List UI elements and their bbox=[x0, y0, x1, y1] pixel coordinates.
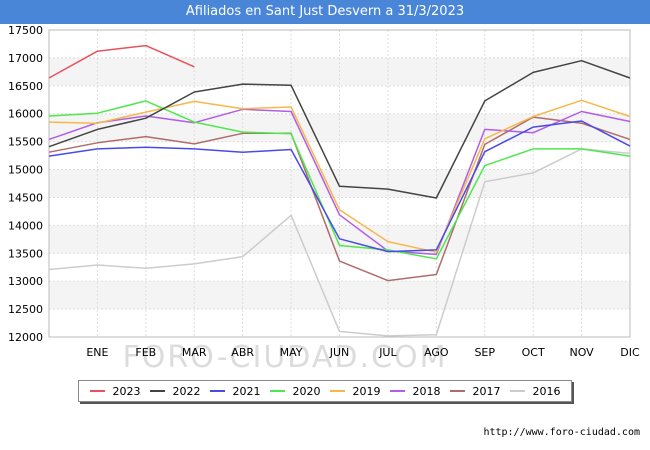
y-tick-label: 16500 bbox=[8, 80, 43, 93]
x-tick-label: ENE bbox=[86, 346, 108, 359]
y-tick-label: 14500 bbox=[8, 191, 43, 204]
x-tick-label: AGO bbox=[424, 346, 449, 359]
legend-swatch bbox=[89, 390, 105, 392]
y-tick-label: 13500 bbox=[8, 247, 43, 260]
x-tick-label: OCT bbox=[522, 346, 545, 359]
x-tick-label: ABR bbox=[231, 346, 254, 359]
legend-item-2021: 2021 bbox=[209, 384, 261, 398]
x-axis-ticks: ENE FEB MAR ABR MAY JUN JUL AGO SEP OCT NOV DIC bbox=[86, 346, 640, 359]
legend-label: 2022 bbox=[172, 384, 201, 398]
x-tick-label: NOV bbox=[569, 346, 594, 359]
legend-swatch bbox=[449, 390, 465, 392]
series-line-2016 bbox=[48, 148, 631, 337]
y-tick-label: 15500 bbox=[8, 136, 43, 149]
legend-swatch bbox=[149, 390, 165, 392]
legend-item-2016: 2016 bbox=[509, 384, 561, 398]
legend-item-2023: 2023 bbox=[89, 384, 141, 398]
legend-label: 2016 bbox=[532, 384, 561, 398]
y-tick-label: 17000 bbox=[8, 52, 43, 65]
chart-title: Afiliados en Sant Just Desvern a 31/3/20… bbox=[0, 0, 650, 24]
legend-label: 2020 bbox=[292, 384, 321, 398]
legend-item-2019: 2019 bbox=[329, 384, 381, 398]
legend-label: 2019 bbox=[352, 384, 381, 398]
y-tick-label: 16000 bbox=[8, 108, 43, 121]
y-tick-label: 15000 bbox=[8, 164, 43, 177]
series-line-2023 bbox=[48, 44, 195, 79]
x-tick-label: JUN bbox=[329, 346, 350, 359]
x-tick-label: MAR bbox=[182, 346, 207, 359]
x-tick-label: SEP bbox=[474, 346, 495, 359]
plot-frame bbox=[48, 29, 631, 338]
legend-label: 2023 bbox=[112, 384, 141, 398]
series-line-2020 bbox=[48, 100, 631, 260]
legend-swatch bbox=[269, 390, 285, 392]
watermark-text: FORO-CIUDAD.COM bbox=[123, 340, 448, 375]
x-tick-label: MAY bbox=[280, 346, 303, 359]
y-tick-label: 14000 bbox=[8, 219, 43, 232]
x-tick-label: DIC bbox=[620, 346, 640, 359]
y-axis-ticks: 12000 12500 13000 13500 14000 14500 15000 15500… bbox=[8, 24, 43, 344]
x-tick-label: JUL bbox=[378, 346, 397, 359]
y-tick-label: 13000 bbox=[8, 275, 43, 288]
series-line-2022 bbox=[48, 59, 631, 199]
legend-swatch bbox=[389, 390, 405, 392]
legend-item-2018: 2018 bbox=[389, 384, 441, 398]
series-line-2021 bbox=[48, 120, 631, 253]
series-lines bbox=[48, 44, 631, 337]
source-url[interactable]: http://www.foro-ciudad.com bbox=[483, 427, 640, 438]
legend-label: 2018 bbox=[412, 384, 441, 398]
x-tick-label: FEB bbox=[135, 346, 156, 359]
y-tick-label: 17500 bbox=[8, 24, 43, 37]
legend-label: 2021 bbox=[232, 384, 261, 398]
series-line-2019 bbox=[48, 99, 631, 253]
legend-label: 2017 bbox=[472, 384, 501, 398]
legend: 2023 2022 2021 2020 2019 2018 2017 2016 bbox=[78, 380, 572, 402]
legend-swatch bbox=[509, 390, 525, 392]
legend-item-2017: 2017 bbox=[449, 384, 501, 398]
y-tick-label: 12500 bbox=[8, 303, 43, 316]
legend-swatch bbox=[329, 390, 345, 392]
grid bbox=[48, 29, 631, 338]
legend-item-2022: 2022 bbox=[149, 384, 201, 398]
legend-item-2020: 2020 bbox=[269, 384, 321, 398]
series-line-2018 bbox=[48, 108, 631, 256]
legend-swatch bbox=[209, 390, 225, 392]
y-tick-label: 12000 bbox=[8, 331, 43, 344]
